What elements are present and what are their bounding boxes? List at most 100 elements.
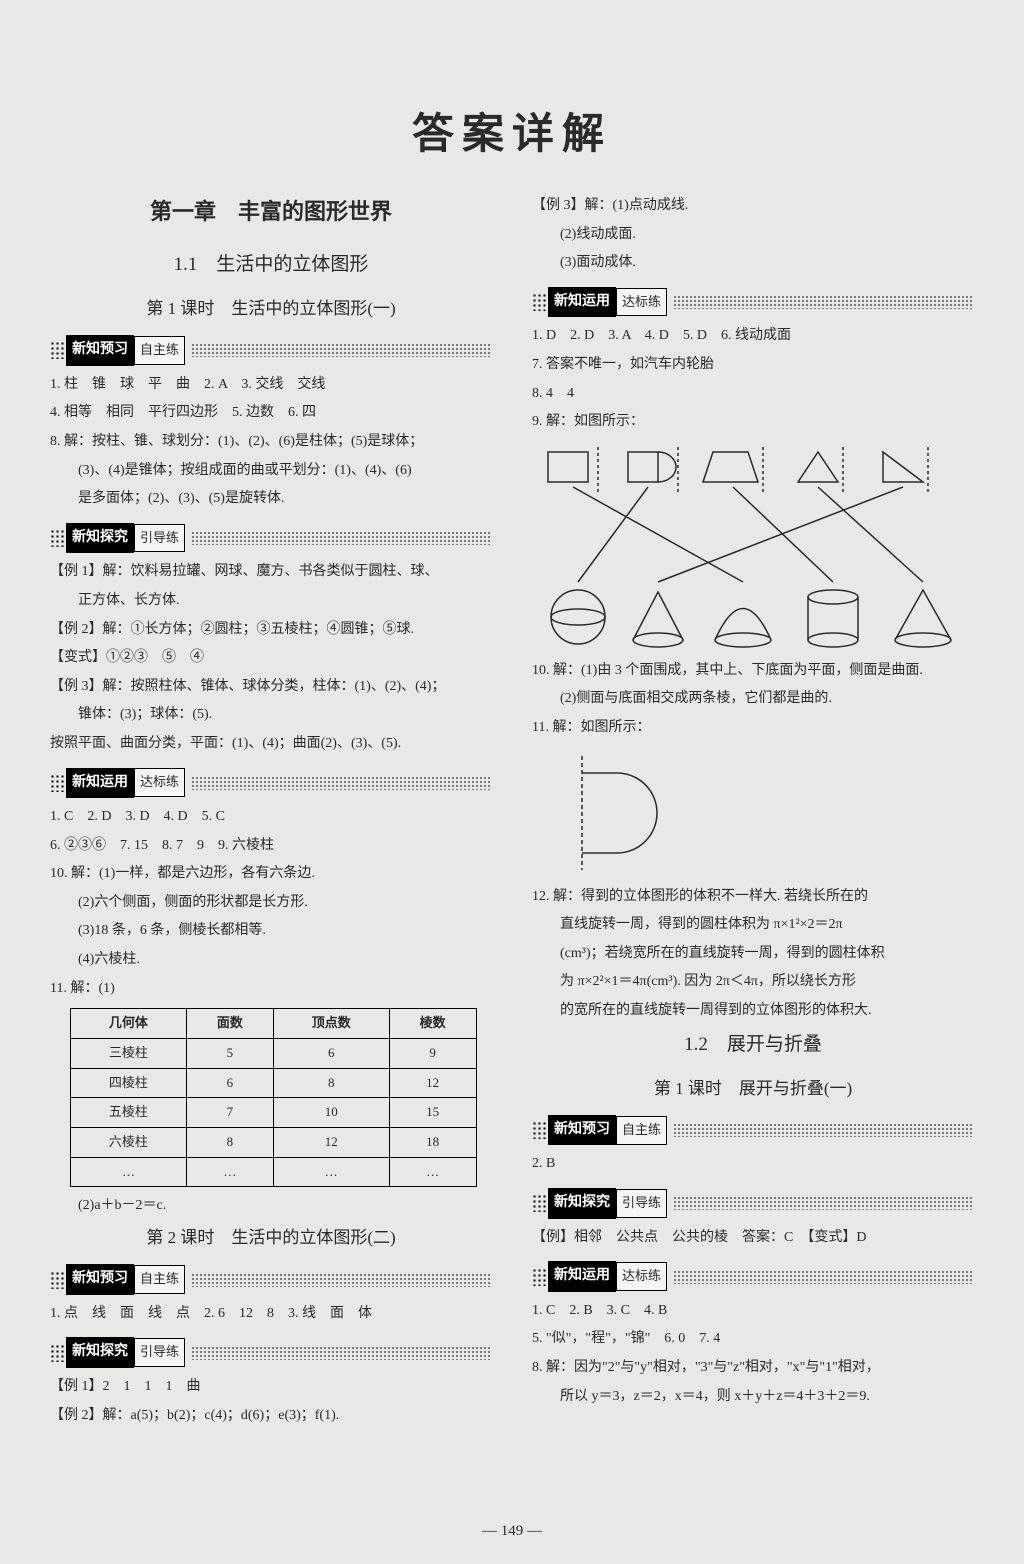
bar-dark-label: 新知预习 (548, 1115, 616, 1146)
bar-preview-2: 新知预习 自主练 (50, 1264, 492, 1295)
example-text: 【例 1】2 1 1 1 曲 (50, 1374, 492, 1401)
matching-figure (532, 442, 974, 652)
example-text: 正方体、长方体. (50, 588, 492, 615)
bar-light-label: 自主练 (616, 1116, 667, 1145)
dots-trail (673, 1123, 974, 1137)
bar-apply-r1: 新知运用 达标练 (532, 287, 974, 318)
answer-line: 2. B (532, 1151, 974, 1178)
bar-dark-label: 新知探究 (66, 523, 134, 554)
table-row: 三棱柱569 (71, 1038, 477, 1068)
bar-light-label: 引导练 (616, 1189, 667, 1218)
answer-line: 是多面体；(2)、(3)、(5)是旋转体. (50, 486, 492, 513)
dots-trail (191, 1273, 492, 1287)
answer-line: 9. 解：如图所示： (532, 409, 974, 436)
table-header: 棱数 (389, 1009, 476, 1039)
dots-trail (673, 295, 974, 309)
answer-line: (4)六棱柱. (50, 947, 492, 974)
prism-table: 几何体 面数 顶点数 棱数 三棱柱569 四棱柱6812 五棱柱71015 六棱… (70, 1008, 477, 1187)
answer-line: 11. 解：(1) (50, 976, 492, 1003)
answer-line: 10. 解：(1)一样，都是六边形，各有六条边. (50, 861, 492, 888)
answer-line: 的宽所在的直线旋转一周得到的立体图形的体积大. (532, 998, 974, 1025)
dots-icon (50, 1271, 64, 1289)
dots-trail (673, 1196, 974, 1210)
example-text: 锥体：(3)；球体：(5). (50, 702, 492, 729)
table-row: 六棱柱81218 (71, 1128, 477, 1158)
example-text: 【例 1】解：饮料易拉罐、网球、魔方、书各类似于圆柱、球、 (50, 559, 492, 586)
answer-line: (cm³)；若绕宽所在的直线旋转一周，得到的圆柱体积 (532, 941, 974, 968)
dots-icon (532, 1121, 546, 1139)
answer-line: 12. 解：得到的立体图形的体积不一样大. 若绕长所在的 (532, 884, 974, 911)
bar-apply-r2: 新知运用 达标练 (532, 1261, 974, 1292)
bar-dark-label: 新知运用 (548, 1261, 616, 1292)
bar-light-label: 引导练 (134, 524, 185, 553)
dots-icon (532, 1194, 546, 1212)
answer-line: 为 π×2²×1＝4π(cm³). 因为 2π＜4π，所以绕长方形 (532, 969, 974, 996)
table-row: ………… (71, 1157, 477, 1187)
example-text: (2)线动成面. (532, 222, 974, 249)
answer-line: (2)侧面与底面相交成两条棱，它们都是曲的. (532, 686, 974, 713)
answer-line: 1. C 2. D 3. D 4. D 5. C (50, 804, 492, 831)
answer-line: 1. 柱 锥 球 平 曲 2. A 3. 交线 交线 (50, 372, 492, 399)
answer-line: 1. 点 线 面 线 点 2. 6 12 8 3. 线 面 体 (50, 1301, 492, 1328)
answer-line: (3)、(4)是锥体；按组成面的曲或平划分：(1)、(4)、(6) (50, 458, 492, 485)
bar-apply-1: 新知运用 达标练 (50, 768, 492, 799)
answer-line: 11. 解：如图所示： (532, 715, 974, 742)
dots-icon (50, 1344, 64, 1362)
answer-line: 6. ②③⑥ 7. 15 8. 7 9 9. 六棱柱 (50, 833, 492, 860)
answer-line: 7. 答案不唯一，如汽车内轮胎 (532, 352, 974, 379)
answer-line: (2)六个侧面，侧面的形状都是长方形. (50, 890, 492, 917)
answer-line: 1. D 2. D 3. A 4. D 5. D 6. 线动成面 (532, 323, 974, 350)
bar-light-label: 达标练 (616, 1262, 667, 1291)
table-row: 五棱柱71015 (71, 1098, 477, 1128)
bar-dark-label: 新知探究 (66, 1337, 134, 1368)
dots-trail (191, 343, 492, 357)
answer-line: 8. 解：因为"2"与"y"相对，"3"与"z"相对，"x"与"1"相对， (532, 1355, 974, 1382)
bar-light-label: 引导练 (134, 1338, 185, 1367)
dots-trail (191, 531, 492, 545)
table-row: 四棱柱6812 (71, 1068, 477, 1098)
dots-icon (532, 293, 546, 311)
table-header: 顶点数 (273, 1009, 389, 1039)
bar-light-label: 达标练 (134, 768, 185, 797)
bar-preview-1: 新知预习 自主练 (50, 335, 492, 366)
answer-line: 4. 相等 相同 平行四边形 5. 边数 6. 四 (50, 400, 492, 427)
half-shape-icon (562, 748, 682, 878)
table-header: 几何体 (71, 1009, 187, 1039)
answer-line: 8. 4 4 (532, 381, 974, 408)
page-number: 149 (0, 1523, 1024, 1540)
answer-line: (3)18 条，6 条，侧棱长都相等. (50, 918, 492, 945)
bar-light-label: 达标练 (616, 288, 667, 317)
example-text: 【例 3】解：(1)点动成线. (532, 193, 974, 220)
bar-dark-label: 新知运用 (548, 287, 616, 318)
dots-icon (50, 774, 64, 792)
dots-trail (673, 1270, 974, 1284)
bar-preview-r1: 新知预习 自主练 (532, 1115, 974, 1146)
matching-diagram-icon (538, 442, 968, 652)
table-header: 面数 (186, 1009, 273, 1039)
dots-trail (191, 776, 492, 790)
example-text: 【例】相邻 公共点 公共的棱 答案：C 【变式】D (532, 1225, 974, 1252)
answer-line: (2)a＋b－2＝c. (50, 1193, 492, 1220)
example-text: 【例 3】解：按照柱体、锥体、球体分类，柱体：(1)、(2)、(4)； (50, 674, 492, 701)
bar-explore-1: 新知探究 引导练 (50, 523, 492, 554)
bar-dark-label: 新知预习 (66, 1264, 134, 1295)
section-title-1-1: 1.1 生活中的立体图形 (50, 247, 492, 283)
right-column: 【例 3】解：(1)点动成线. (2)线动成面. (3)面动成体. 新知运用 达… (532, 191, 974, 1431)
section-title-1-2: 1.2 展开与折叠 (532, 1027, 974, 1063)
example-text: 【例 2】解：①长方体；②圆柱；③五棱柱；④圆锥；⑤球. (50, 617, 492, 644)
answer-line: 10. 解：(1)由 3 个面围成，其中上、下底面为平面，侧面是曲面. (532, 658, 974, 685)
bar-explore-2: 新知探究 引导练 (50, 1337, 492, 1368)
lesson-title-2: 第 2 课时 生活中的立体图形(二) (50, 1222, 492, 1254)
example-text: 【例 2】解：a(5)；b(2)；c(4)；d(6)；e(3)；f(1). (50, 1403, 492, 1430)
page-title: 答案详解 (50, 100, 974, 161)
answer-line: 8. 解：按柱、锥、球划分：(1)、(2)、(6)是柱体；(5)是球体； (50, 429, 492, 456)
answer-line: 1. C 2. B 3. C 4. B (532, 1298, 974, 1325)
lesson-title-1-2-1: 第 1 课时 展开与折叠(一) (532, 1073, 974, 1105)
two-column-layout: 第一章 丰富的图形世界 1.1 生活中的立体图形 第 1 课时 生活中的立体图形… (50, 191, 974, 1431)
left-column: 第一章 丰富的图形世界 1.1 生活中的立体图形 第 1 课时 生活中的立体图形… (50, 191, 492, 1431)
dots-icon (50, 529, 64, 547)
bar-explore-r1: 新知探究 引导练 (532, 1188, 974, 1219)
bar-dark-label: 新知预习 (66, 335, 134, 366)
variant-text: 【变式】①②③ ⑤ ④ (50, 645, 492, 672)
example-text: (3)面动成体. (532, 250, 974, 277)
